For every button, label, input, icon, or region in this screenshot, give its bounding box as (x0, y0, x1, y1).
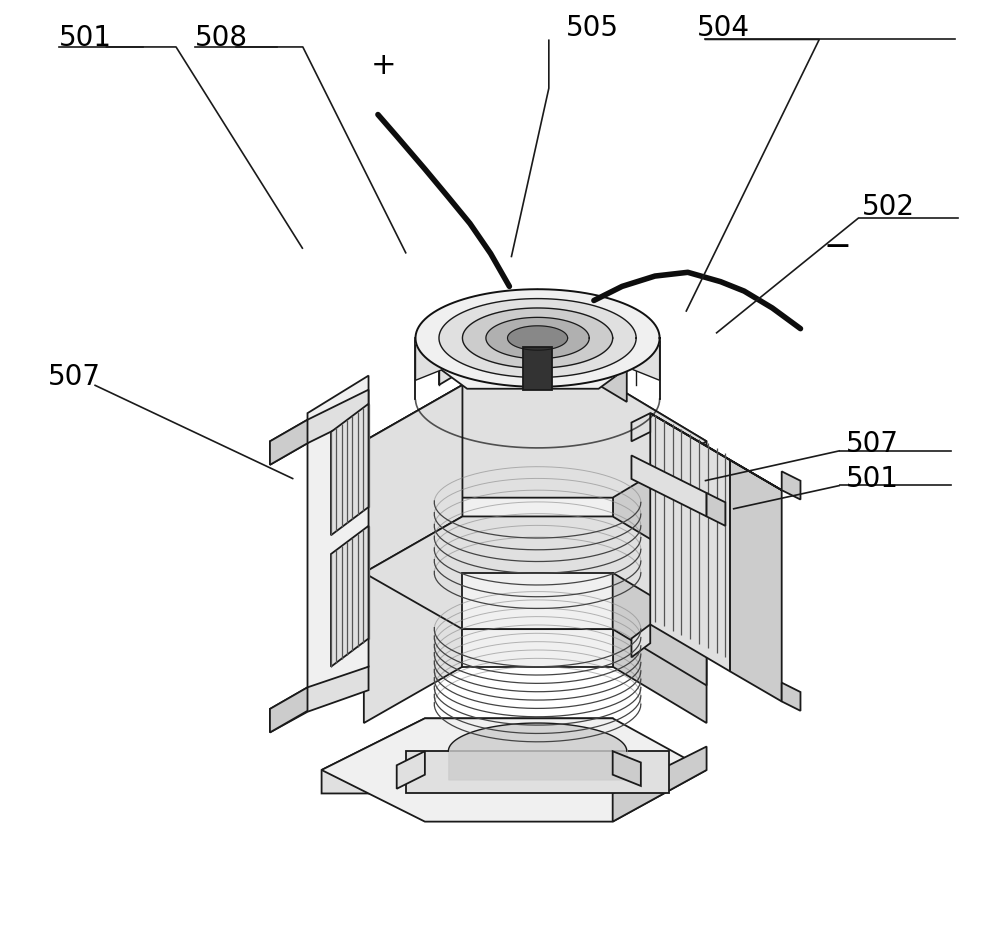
Polygon shape (599, 338, 627, 402)
Polygon shape (730, 460, 782, 701)
Text: 507: 507 (47, 363, 100, 392)
Polygon shape (439, 347, 627, 389)
Polygon shape (415, 289, 660, 380)
Polygon shape (439, 299, 636, 377)
Polygon shape (331, 404, 369, 535)
Polygon shape (650, 413, 782, 490)
Polygon shape (331, 526, 369, 667)
Text: 505: 505 (566, 14, 619, 42)
Polygon shape (782, 471, 800, 500)
Text: +: + (370, 52, 396, 80)
Polygon shape (462, 385, 613, 667)
Text: 504: 504 (697, 14, 750, 42)
Polygon shape (416, 289, 660, 387)
Polygon shape (364, 385, 707, 498)
Polygon shape (322, 718, 613, 793)
Text: 507: 507 (846, 430, 899, 458)
Polygon shape (613, 751, 641, 786)
Polygon shape (308, 376, 369, 704)
Polygon shape (650, 413, 730, 671)
Polygon shape (631, 624, 650, 657)
Polygon shape (364, 385, 462, 573)
Polygon shape (631, 413, 650, 441)
Polygon shape (707, 493, 725, 526)
Polygon shape (486, 317, 589, 359)
Polygon shape (270, 687, 308, 732)
Text: 501: 501 (59, 23, 112, 52)
Polygon shape (613, 747, 707, 822)
Polygon shape (322, 718, 707, 822)
Polygon shape (364, 516, 707, 629)
Text: 502: 502 (862, 192, 915, 221)
Polygon shape (439, 321, 467, 385)
Text: 508: 508 (195, 23, 248, 52)
Polygon shape (462, 308, 613, 368)
Polygon shape (613, 385, 707, 723)
Polygon shape (782, 683, 800, 711)
Polygon shape (508, 326, 568, 350)
Polygon shape (364, 385, 462, 723)
Polygon shape (631, 455, 707, 516)
Polygon shape (270, 390, 369, 465)
Polygon shape (523, 347, 552, 390)
Polygon shape (406, 751, 669, 793)
Polygon shape (613, 573, 707, 685)
Polygon shape (270, 420, 308, 465)
Polygon shape (462, 573, 613, 629)
Polygon shape (270, 667, 369, 732)
Polygon shape (397, 751, 425, 789)
Text: −: − (824, 229, 852, 263)
Text: 501: 501 (846, 465, 899, 493)
